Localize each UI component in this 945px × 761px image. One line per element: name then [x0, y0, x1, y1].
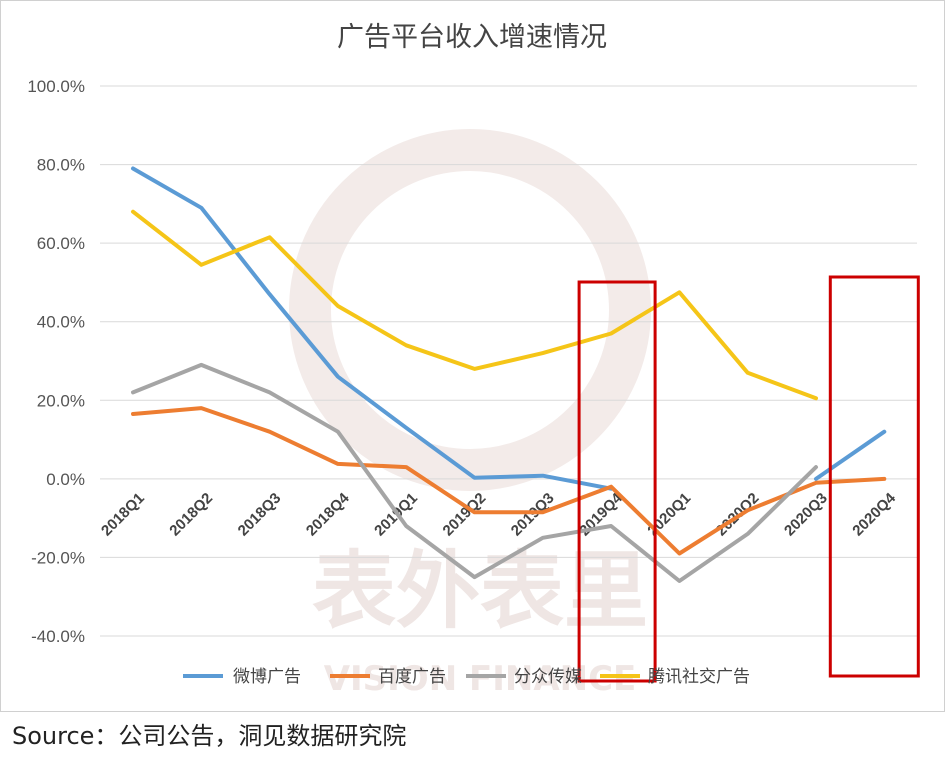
- x-tick-label: 2018Q3: [235, 490, 285, 540]
- x-tick-label: 2019Q3: [508, 490, 558, 540]
- y-tick-label: -20.0%: [31, 548, 85, 567]
- x-tick-label: 2018Q2: [166, 490, 216, 540]
- highlight-box: [577, 280, 657, 683]
- legend-label: 微博广告: [233, 667, 301, 687]
- watermark-cn: 表外表里: [312, 542, 648, 640]
- y-axis: 100.0% 80.0% 60.0% 40.0% 20.0% 0.0% -20.0% -40.…: [27, 77, 85, 646]
- series-lines: [131, 166, 887, 583]
- legend-label: 腾讯社交广告: [648, 667, 750, 687]
- source-note: Source：公司公告，洞见数据研究院: [12, 722, 407, 750]
- y-tick-label: 80.0%: [37, 156, 85, 175]
- y-tick-label: 20.0%: [37, 391, 85, 410]
- y-tick-label: -40.0%: [31, 627, 85, 646]
- y-tick-label: 60.0%: [37, 234, 85, 253]
- legend-label: 百度广告: [378, 667, 446, 687]
- chart-frame: [0, 0, 945, 712]
- x-tick-label: 2018Q4: [303, 489, 353, 539]
- highlight-boxes: [577, 275, 920, 683]
- y-tick-label: 100.0%: [27, 77, 85, 96]
- x-tick-label: 2020Q3: [781, 490, 831, 540]
- chart-title: 广告平台收入增速情况: [337, 22, 607, 53]
- series-line-2: [131, 406, 887, 556]
- x-tick-label: 2018Q1: [98, 490, 148, 540]
- watermark: 表外表里 VISION FINANCE: [289, 129, 651, 699]
- x-tick-label: 2020Q4: [849, 489, 899, 539]
- highlight-box: [828, 275, 920, 678]
- watermark-en: VISION FINANCE: [324, 659, 637, 699]
- y-tick-label: 0.0%: [46, 470, 85, 489]
- series-line-4: [131, 209, 818, 401]
- x-tick-label: 2019Q2: [440, 490, 490, 540]
- series-line-3: [131, 362, 818, 583]
- legend: 微博广告 百度广告 分众传媒 腾讯社交广告: [183, 667, 750, 687]
- watermark-logo-circle: [289, 129, 651, 491]
- grid: [100, 85, 917, 637]
- line-chart: 表外表里 VISION FINANCE 广告平台收入增速情况 100.0% 80.…: [27, 22, 920, 699]
- series-line-1: [131, 166, 887, 491]
- x-tick-label: 2020Q1: [644, 490, 694, 540]
- y-tick-label: 40.0%: [37, 313, 85, 332]
- legend-label: 分众传媒: [514, 667, 582, 687]
